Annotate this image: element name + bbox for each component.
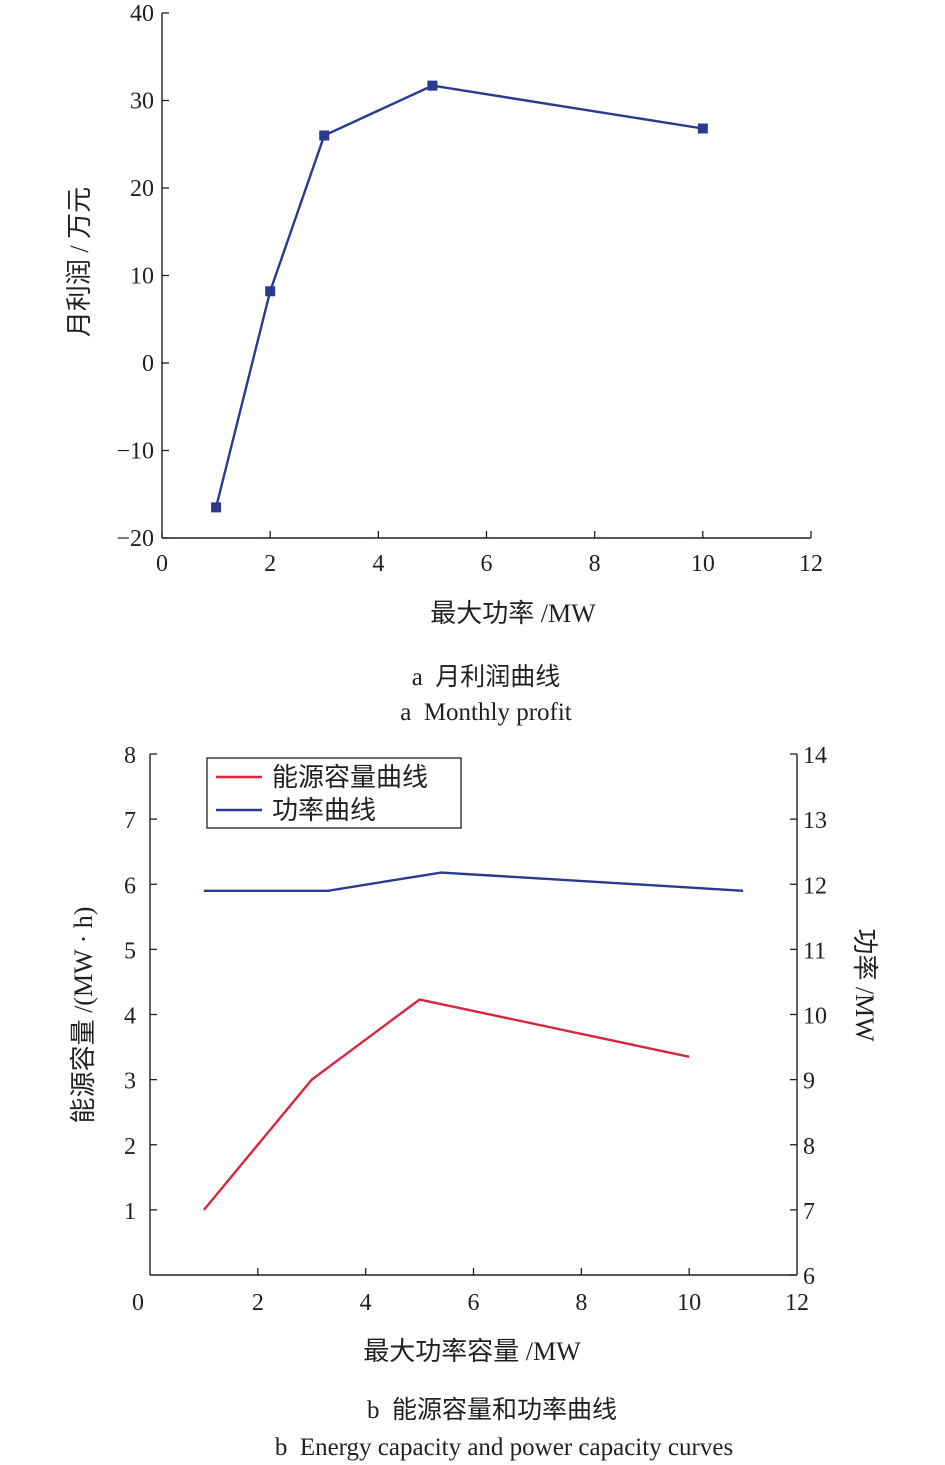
chart-b-xlabel: 最大功率容量 /MW xyxy=(363,1337,581,1366)
chart-b-axes xyxy=(149,754,798,1276)
chart-a-data-point xyxy=(319,130,330,141)
chart-b-ytick-right-label: 9 xyxy=(803,1069,815,1095)
chart-b-xtick-label: 0 xyxy=(132,1290,144,1316)
chart-a-ytick-label: 10 xyxy=(130,264,154,290)
chart-a-ytick-label: 40 xyxy=(130,1,154,27)
chart-b-ytick-label: 8 xyxy=(124,743,136,769)
chart-b-caption-en: b Energy capacity and power capacity cur… xyxy=(275,1434,733,1461)
chart-a-ytick-label: −20 xyxy=(116,526,154,552)
chart-b-ytick-right-label: 13 xyxy=(803,808,827,834)
chart-b-ytick-right-label: 6 xyxy=(803,1264,815,1290)
chart-a-xtick-label: 4 xyxy=(372,551,384,577)
chart-a-data-point xyxy=(265,286,276,297)
chart-b-ytick-right-label: 10 xyxy=(803,1004,827,1030)
chart-b-ylabel: 能源容量 /(MW · h) xyxy=(69,907,98,1124)
chart-b-ytick-right-label: 8 xyxy=(803,1134,815,1160)
chart-a-xtick-label: 12 xyxy=(799,551,823,577)
chart-a-caption-cn: a 月利润曲线 xyxy=(412,663,561,691)
chart-a-axes xyxy=(161,13,811,539)
chart-a-ytick-label: 20 xyxy=(130,176,154,202)
chart-b-ytick-label: 7 xyxy=(124,808,136,834)
chart-b-xtick-label: 12 xyxy=(785,1290,809,1316)
chart-a-data-point xyxy=(697,123,708,134)
chart-a-ytick-label: 0 xyxy=(142,351,154,377)
chart-b-xtick-label: 2 xyxy=(252,1290,264,1316)
chart-b-xtick-label: 4 xyxy=(360,1290,372,1316)
chart-b-ylabel-right: 功率 /MW xyxy=(850,928,879,1042)
chart-b-ytick-label: 4 xyxy=(124,1004,136,1030)
chart-a-monthly-profit: 0 2 4 6 8 10 12 −20 −10 0 10 20 30 40 最大功率 /MW 月利润 / … xyxy=(65,1,823,726)
chart-b-caption-cn: b 能源容量和功率曲线 xyxy=(367,1396,617,1424)
chart-b-ytick-right-label: 12 xyxy=(803,873,827,899)
legend-label-energy: 能源容量曲线 xyxy=(272,763,428,792)
chart-b-ytick-label: 1 xyxy=(124,1199,136,1225)
chart-b-series-line-energy xyxy=(202,998,690,1211)
chart-b-ytick-right-label: 11 xyxy=(803,938,826,964)
chart-b-legend-box xyxy=(206,757,462,829)
chart-b-xtick-label: 6 xyxy=(468,1290,480,1316)
chart-a-xtick-label: 0 xyxy=(156,551,168,577)
chart-b-ytick-right-label: 7 xyxy=(803,1199,815,1225)
chart-b-series-line-power xyxy=(203,871,744,892)
chart-a-xlabel: 最大功率 /MW xyxy=(430,599,596,628)
chart-b-xtick-label: 10 xyxy=(677,1290,701,1316)
chart-a-xtick-label: 2 xyxy=(264,551,276,577)
chart-a-series-line xyxy=(214,84,704,508)
chart-b-legend: 能源容量曲线 功率曲线 xyxy=(206,757,462,829)
chart-a-marks xyxy=(211,80,708,513)
legend-label-power: 功率曲线 xyxy=(272,796,376,825)
chart-a-ticks: 0 2 4 6 8 10 12 −20 −10 0 10 20 30 40 xyxy=(116,1,823,577)
chart-a-ytick-label: 30 xyxy=(130,89,154,115)
chart-b-ytick-label: 3 xyxy=(124,1069,136,1095)
chart-a-data-point xyxy=(427,80,438,91)
chart-b-ytick-right-label: 14 xyxy=(803,743,827,769)
chart-b-marks xyxy=(202,871,744,1211)
chart-b-ytick-label: 5 xyxy=(124,938,136,964)
chart-b-ytick-label: 6 xyxy=(124,873,136,899)
chart-a-data-point xyxy=(211,502,222,513)
chart-a-ytick-label: −10 xyxy=(116,439,154,465)
chart-a-xtick-label: 6 xyxy=(481,551,493,577)
chart-a-caption-en: a Monthly profit xyxy=(400,699,572,726)
chart-a-ylabel: 月利润 / 万元 xyxy=(65,187,94,337)
chart-b-ytick-label: 2 xyxy=(124,1134,136,1160)
chart-a-xtick-label: 10 xyxy=(691,551,715,577)
chart-b-xtick-label: 8 xyxy=(575,1290,587,1316)
chart-a-xtick-label: 8 xyxy=(589,551,601,577)
